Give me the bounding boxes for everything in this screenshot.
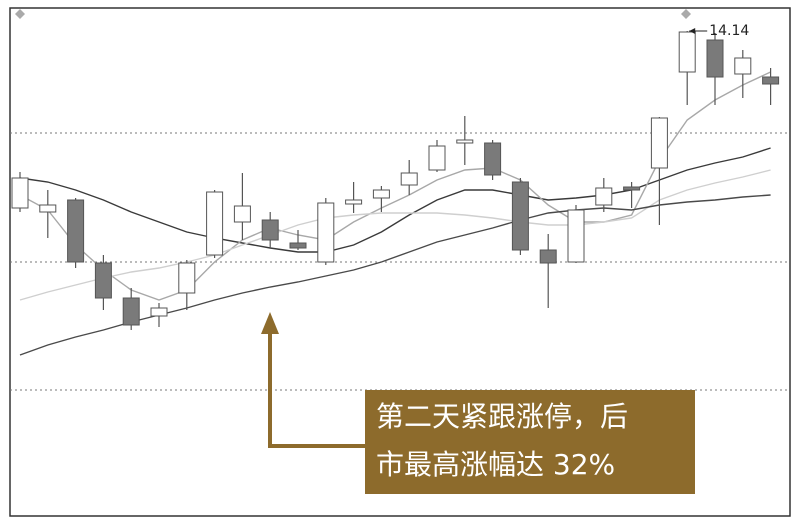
candle-body bbox=[484, 142, 502, 176]
candle-body bbox=[289, 242, 307, 249]
moving-average-line bbox=[19, 194, 771, 356]
candle-body bbox=[456, 139, 474, 144]
candle-body bbox=[94, 262, 112, 299]
candle-body bbox=[122, 297, 140, 326]
annotation-arrow bbox=[268, 330, 365, 448]
marker-diamond bbox=[15, 9, 25, 19]
high-pointer-head bbox=[689, 28, 696, 34]
candle-body bbox=[623, 186, 641, 191]
candle-body bbox=[650, 117, 668, 169]
candle-body bbox=[233, 205, 251, 223]
marker-diamond bbox=[681, 9, 691, 19]
candle-body bbox=[206, 191, 224, 256]
annotation-text: 市最高涨幅达 32% bbox=[376, 448, 615, 481]
candle-body bbox=[150, 307, 168, 317]
annotation-box bbox=[365, 390, 695, 494]
annotation-arrowhead bbox=[261, 312, 279, 334]
candle-body bbox=[706, 39, 724, 78]
moving-average-line bbox=[19, 147, 771, 253]
high-label: 14.14 bbox=[709, 23, 749, 39]
candle-body bbox=[39, 204, 57, 213]
candle-body bbox=[539, 249, 557, 264]
candle-body bbox=[678, 31, 696, 73]
candle-body bbox=[261, 219, 279, 241]
candle-body bbox=[178, 262, 196, 294]
candle-body bbox=[372, 189, 390, 199]
candle-body bbox=[428, 145, 446, 171]
candle-body bbox=[400, 172, 418, 186]
moving-average-line bbox=[19, 169, 771, 301]
candle-body bbox=[67, 199, 85, 263]
annotation-text: 第二天紧跟涨停，后 bbox=[376, 400, 628, 433]
moving-average-line bbox=[19, 71, 771, 301]
candle-body bbox=[762, 76, 780, 85]
candle-body bbox=[317, 202, 335, 263]
candle-body bbox=[567, 209, 585, 263]
candle-body bbox=[734, 57, 752, 75]
candle-body bbox=[11, 177, 29, 209]
candle-body bbox=[511, 181, 529, 251]
candle-body bbox=[345, 199, 363, 205]
candle-body bbox=[595, 187, 613, 206]
